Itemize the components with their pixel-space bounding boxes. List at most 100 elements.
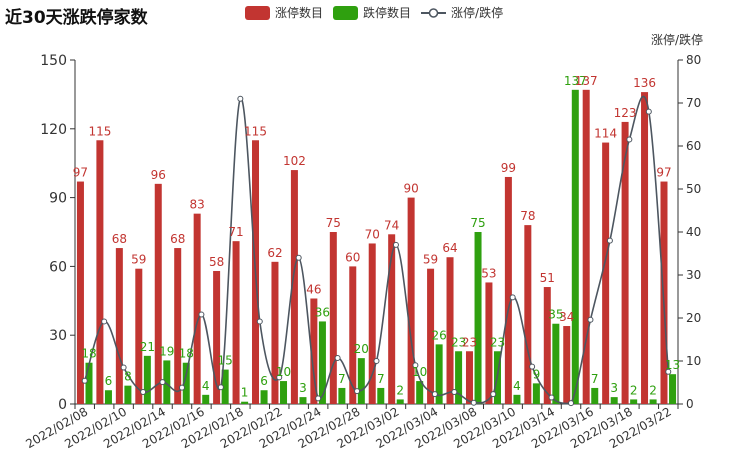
y-left-tick-label: 60 — [49, 259, 67, 275]
bar-limit-down — [649, 399, 657, 404]
data-label-limit-up: 62 — [267, 246, 282, 260]
data-label-limit-down: 23 — [490, 335, 505, 349]
ratio-point — [645, 108, 652, 115]
legend-swatch-limit-up — [245, 5, 270, 20]
bar-limit-up — [504, 176, 512, 404]
ratio-point — [276, 374, 283, 381]
ratio-point — [412, 362, 419, 369]
data-label-limit-down: 6 — [105, 374, 113, 388]
ratio-point — [354, 388, 361, 395]
bar-limit-down — [260, 390, 268, 404]
bar-limit-up — [135, 268, 143, 404]
bar-limit-up — [368, 243, 376, 404]
bar-limit-down — [513, 394, 521, 404]
bar-limit-up — [154, 183, 162, 404]
bar-limit-down — [396, 399, 404, 404]
bar-limit-down — [221, 369, 229, 404]
bar-limit-down — [104, 390, 112, 404]
data-label-limit-down: 6 — [260, 374, 268, 388]
legend-line-ratio-icon — [421, 7, 447, 18]
data-label-limit-up: 46 — [306, 283, 321, 297]
data-label-limit-up: 60 — [345, 250, 360, 264]
data-label-limit-up: 70 — [365, 227, 380, 241]
ratio-point — [587, 316, 594, 323]
y-right-tick-label: 30 — [686, 268, 701, 282]
bar-limit-up — [563, 326, 571, 404]
data-label-limit-up: 115 — [88, 124, 111, 138]
bar-limit-up — [427, 268, 435, 404]
ratio-point — [431, 391, 438, 398]
data-label-limit-down: 20 — [354, 342, 369, 356]
y-left-tick-label: 150 — [40, 53, 67, 69]
bar-limit-down — [163, 360, 171, 404]
legend-swatch-limit-down — [333, 5, 359, 20]
bar-limit-down — [202, 394, 210, 404]
ratio-line-layer — [81, 95, 672, 407]
bar-limit-down — [416, 381, 424, 404]
bar-limit-down — [610, 397, 618, 404]
data-label-limit-up: 64 — [442, 241, 457, 255]
data-label-limit-up: 68 — [170, 232, 185, 246]
bar-limit-down — [318, 321, 326, 404]
data-label-limit-down: 4 — [202, 379, 210, 393]
y-left-tick-label: 90 — [49, 191, 67, 207]
data-label-limit-down: 7 — [338, 372, 346, 386]
bar-limit-up — [76, 181, 84, 404]
bar-limit-up — [485, 282, 493, 404]
ratio-point — [198, 311, 205, 318]
data-label-limit-up: 51 — [540, 271, 555, 285]
bar-limit-down — [455, 351, 463, 404]
ratio-point — [159, 379, 166, 386]
legend-label-ratio: 涨停/跌停 — [451, 6, 504, 20]
bar-limit-down — [124, 385, 132, 404]
bar-limit-up — [407, 197, 415, 404]
data-label-limit-up: 97 — [73, 166, 88, 180]
bar-limit-down — [571, 89, 579, 405]
legend-item-limit-up[interactable]: 涨停数目 — [245, 4, 323, 21]
data-label-limit-down: 18 — [179, 347, 194, 361]
ratio-point — [548, 394, 555, 401]
data-label-limit-up: 96 — [151, 168, 166, 182]
data-label-limit-up: 97 — [656, 166, 671, 180]
data-label-limit-up: 99 — [501, 161, 516, 175]
data-label-limit-down: 3 — [299, 381, 307, 395]
ratio-point — [295, 254, 302, 261]
bar-limit-down — [377, 387, 385, 404]
ratio-point — [120, 364, 127, 371]
bar-limit-up — [446, 257, 454, 404]
data-label-limit-down: 4 — [513, 379, 521, 393]
bar-limit-up — [329, 232, 337, 404]
data-label-limit-up: 23 — [462, 335, 477, 349]
ratio-point — [81, 377, 88, 384]
data-label-limit-up: 90 — [403, 182, 418, 196]
bar-limit-up — [115, 248, 123, 404]
y-right-tick-label: 20 — [686, 311, 701, 325]
y-right-tick-label: 60 — [686, 139, 701, 153]
y-right-tick-label: 50 — [686, 182, 701, 196]
ratio-point — [626, 136, 633, 143]
data-label-limit-up: 68 — [112, 232, 127, 246]
data-label-limit-up: 83 — [190, 198, 205, 212]
ratio-point — [392, 241, 399, 248]
data-label-limit-down: 35 — [548, 308, 563, 322]
ratio-point — [451, 388, 458, 395]
legend: 涨停数目 跌停数目 涨停/跌停 — [245, 4, 513, 21]
data-label-limit-down: 13 — [665, 358, 680, 372]
bar-limit-up — [232, 241, 240, 404]
data-label-limit-up: 53 — [481, 266, 496, 280]
chart-title: 近30天涨跌停家数 — [5, 8, 148, 28]
data-label-limit-down: 26 — [431, 328, 446, 342]
data-label-limit-down: 19 — [159, 344, 174, 358]
y-right-tick-label: 40 — [686, 225, 701, 239]
ratio-point — [237, 95, 244, 102]
data-label-limit-down: 75 — [470, 216, 485, 230]
legend-item-limit-down[interactable]: 跌停数目 — [333, 4, 411, 21]
bar-limit-up — [641, 92, 649, 405]
legend-item-ratio[interactable]: 涨停/跌停 — [421, 4, 503, 21]
bar-limit-up — [290, 170, 298, 404]
right-axis-title: 涨停/跌停 — [651, 32, 703, 47]
data-label-limit-up: 75 — [326, 216, 341, 230]
y-right-tick-label: 0 — [686, 397, 694, 411]
data-label-limit-up: 59 — [423, 253, 438, 267]
